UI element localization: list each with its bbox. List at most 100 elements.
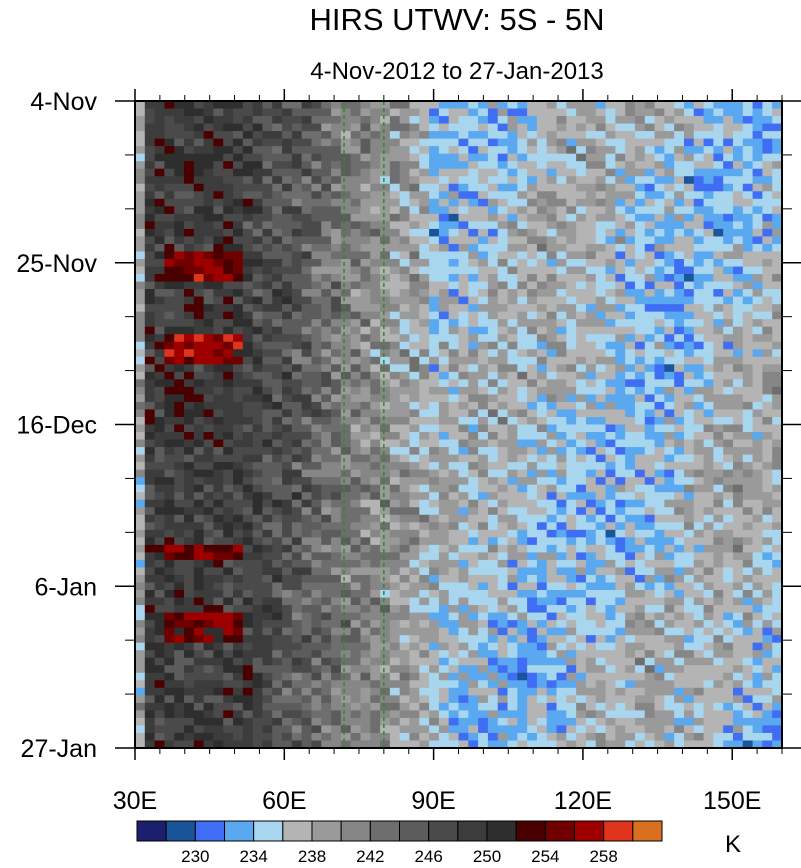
field-cell <box>723 484 734 493</box>
field-cell <box>644 274 656 283</box>
field-cell <box>605 123 616 132</box>
field-cell <box>605 394 616 403</box>
field-cell <box>683 462 695 471</box>
field-cell <box>233 386 244 395</box>
field-cell <box>566 447 577 456</box>
field-cell <box>213 296 224 305</box>
field-cell <box>605 198 616 207</box>
field-cell <box>605 176 616 185</box>
field-cell <box>311 243 322 253</box>
field-cell <box>135 447 146 456</box>
field-cell <box>566 289 577 298</box>
field-cell <box>468 477 479 486</box>
field-cell <box>713 236 724 245</box>
field-cell <box>527 507 538 516</box>
field-cell <box>144 311 156 320</box>
field-cell <box>448 116 460 125</box>
field-cell <box>331 386 342 395</box>
field-cell <box>223 146 234 155</box>
field-cell <box>556 574 567 584</box>
field-cell <box>429 416 440 426</box>
field-cell <box>370 544 381 553</box>
field-cell <box>448 439 460 448</box>
field-cell <box>350 401 362 411</box>
field-cell <box>184 198 195 207</box>
field-cell <box>184 221 195 230</box>
field-cell <box>340 341 352 350</box>
field-cell <box>654 251 665 260</box>
field-cell <box>703 364 714 373</box>
field-cell <box>331 243 342 253</box>
field-cell <box>272 101 283 110</box>
field-cell <box>272 582 283 591</box>
field-cell <box>487 258 499 268</box>
field-cell <box>380 326 391 335</box>
field-cell <box>438 131 450 140</box>
field-cell <box>370 605 381 614</box>
field-cell <box>311 642 322 651</box>
field-cell <box>135 146 146 155</box>
field-cell <box>135 379 146 388</box>
field-cell <box>311 206 322 215</box>
field-cell <box>713 251 724 260</box>
field-cell <box>350 544 362 553</box>
field-cell <box>135 191 146 200</box>
field-cell <box>193 620 205 629</box>
field-cell <box>203 304 215 313</box>
field-cell <box>625 492 636 501</box>
field-cell <box>291 183 303 192</box>
field-cell <box>291 131 303 140</box>
field-cell <box>272 544 283 553</box>
field-cell <box>164 228 175 238</box>
field-cell <box>144 349 156 358</box>
field-cell <box>135 620 146 629</box>
field-cell <box>252 161 264 170</box>
field-cell <box>556 522 567 531</box>
field-cell <box>262 228 273 238</box>
field-cell <box>174 176 185 185</box>
field-cell <box>193 101 205 110</box>
field-cell <box>752 454 763 463</box>
field-cell <box>752 394 763 403</box>
field-cell <box>448 289 460 298</box>
field-cell <box>213 243 224 253</box>
field-cell <box>429 552 440 561</box>
field-cell <box>233 559 244 569</box>
field-cell <box>742 258 754 268</box>
field-cell <box>664 582 675 591</box>
field-cell <box>438 123 450 132</box>
field-cell <box>154 138 166 147</box>
field-cell <box>478 394 489 403</box>
field-cell <box>703 462 714 471</box>
field-cell <box>634 439 646 448</box>
field-cell <box>762 101 773 110</box>
field-cell <box>419 236 430 245</box>
field-cell <box>683 627 695 636</box>
field-cell <box>468 386 479 395</box>
field-cell <box>507 454 518 463</box>
field-cell <box>321 101 332 110</box>
field-cell <box>772 492 783 501</box>
field-cell <box>135 319 146 328</box>
field-cell <box>664 612 675 621</box>
field-cell <box>419 296 430 305</box>
field-cell <box>497 657 509 666</box>
field-cell <box>223 341 234 350</box>
field-cell <box>625 484 636 493</box>
field-cell <box>242 289 254 298</box>
field-cell <box>438 258 450 268</box>
field-cell <box>301 424 313 433</box>
field-cell <box>487 386 499 395</box>
field-cell <box>282 266 293 275</box>
field-cell <box>184 228 195 238</box>
field-cell <box>605 138 616 147</box>
field-cell <box>487 191 499 200</box>
field-cell <box>497 319 509 328</box>
field-cell <box>340 191 352 200</box>
field-cell <box>311 432 322 441</box>
field-cell <box>497 289 509 298</box>
field-cell <box>429 101 440 110</box>
field-cell <box>144 416 156 426</box>
field-cell <box>595 364 607 373</box>
field-cell <box>732 108 744 117</box>
